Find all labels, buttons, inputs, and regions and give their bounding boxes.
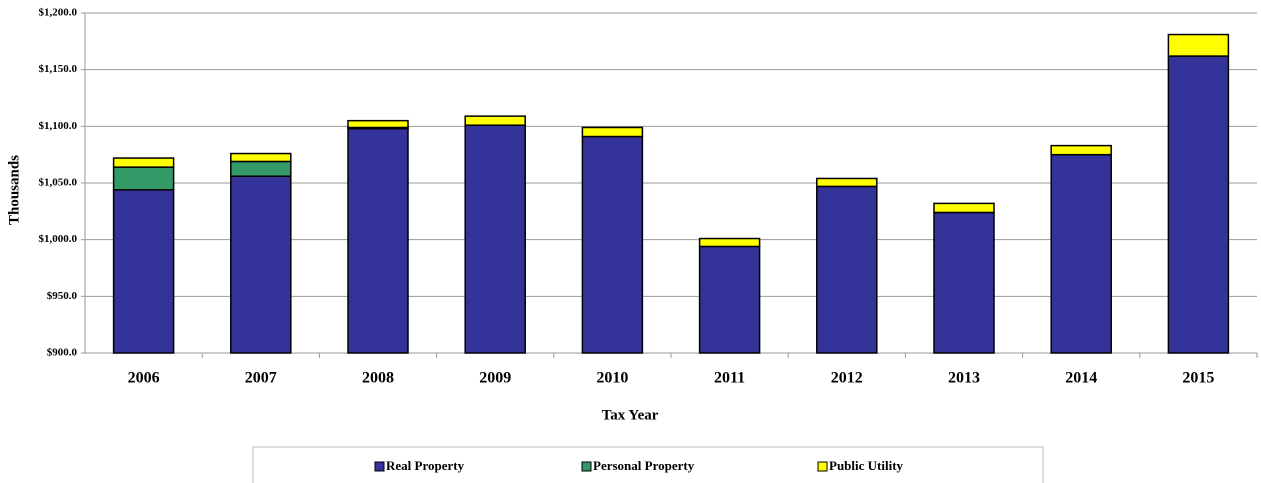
bar-segment	[933, 211, 995, 354]
bar-segment	[698, 245, 761, 354]
legend-swatch	[581, 461, 592, 472]
y-axis-title: Thousands	[6, 155, 22, 225]
bar-segment	[112, 157, 175, 168]
bar-segment	[1050, 144, 1112, 156]
bar-segment	[230, 152, 292, 163]
y-tick-label: $1,150.0	[39, 63, 78, 75]
bar-segment	[1167, 55, 1230, 354]
y-tick-label: $1,050.0	[39, 177, 78, 189]
legend-label: Personal Property	[593, 458, 695, 473]
legend-swatch	[374, 461, 385, 472]
bar-segment	[464, 115, 526, 126]
x-tick-label: 2007	[245, 370, 277, 387]
x-tick-label: 2011	[714, 370, 745, 387]
legend-label: Public Utility	[829, 458, 904, 473]
bar-segment	[933, 202, 995, 214]
y-tick-label: $950.0	[47, 290, 78, 302]
x-tick-label: 2014	[1065, 370, 1097, 387]
bar-segment	[230, 175, 292, 354]
x-tick-label: 2013	[948, 370, 980, 387]
y-tick-label: $1,000.0	[39, 233, 78, 245]
x-tick-label: 2015	[1182, 370, 1214, 387]
bar-segment	[112, 166, 175, 191]
legend-swatch	[817, 461, 828, 472]
bar-segment	[112, 189, 175, 354]
x-tick-label: 2009	[479, 370, 511, 387]
x-tick-label: 2008	[362, 370, 394, 387]
y-tick-label: $1,200.0	[39, 7, 78, 19]
x-tick-label: 2010	[596, 370, 628, 387]
bar-segment	[816, 177, 878, 188]
bar-segment	[464, 124, 526, 354]
bar-segment	[230, 160, 292, 177]
legend-label: Real Property	[386, 458, 465, 473]
x-tick-label: 2012	[831, 370, 863, 387]
bar-segment	[1050, 153, 1112, 354]
x-axis-title: Tax Year	[602, 407, 659, 423]
y-tick-label: $1,100.0	[39, 120, 78, 132]
bar-segment	[698, 237, 761, 248]
bar-segment	[816, 185, 878, 354]
bar-segment	[347, 127, 409, 354]
bar-segment	[1167, 33, 1230, 57]
x-tick-label: 2006	[128, 370, 160, 387]
y-tick-label: $900.0	[47, 347, 78, 359]
bar-segment	[347, 119, 409, 129]
legend-box	[252, 446, 1044, 483]
bar-segment	[581, 126, 644, 138]
bar-segment	[581, 135, 644, 354]
